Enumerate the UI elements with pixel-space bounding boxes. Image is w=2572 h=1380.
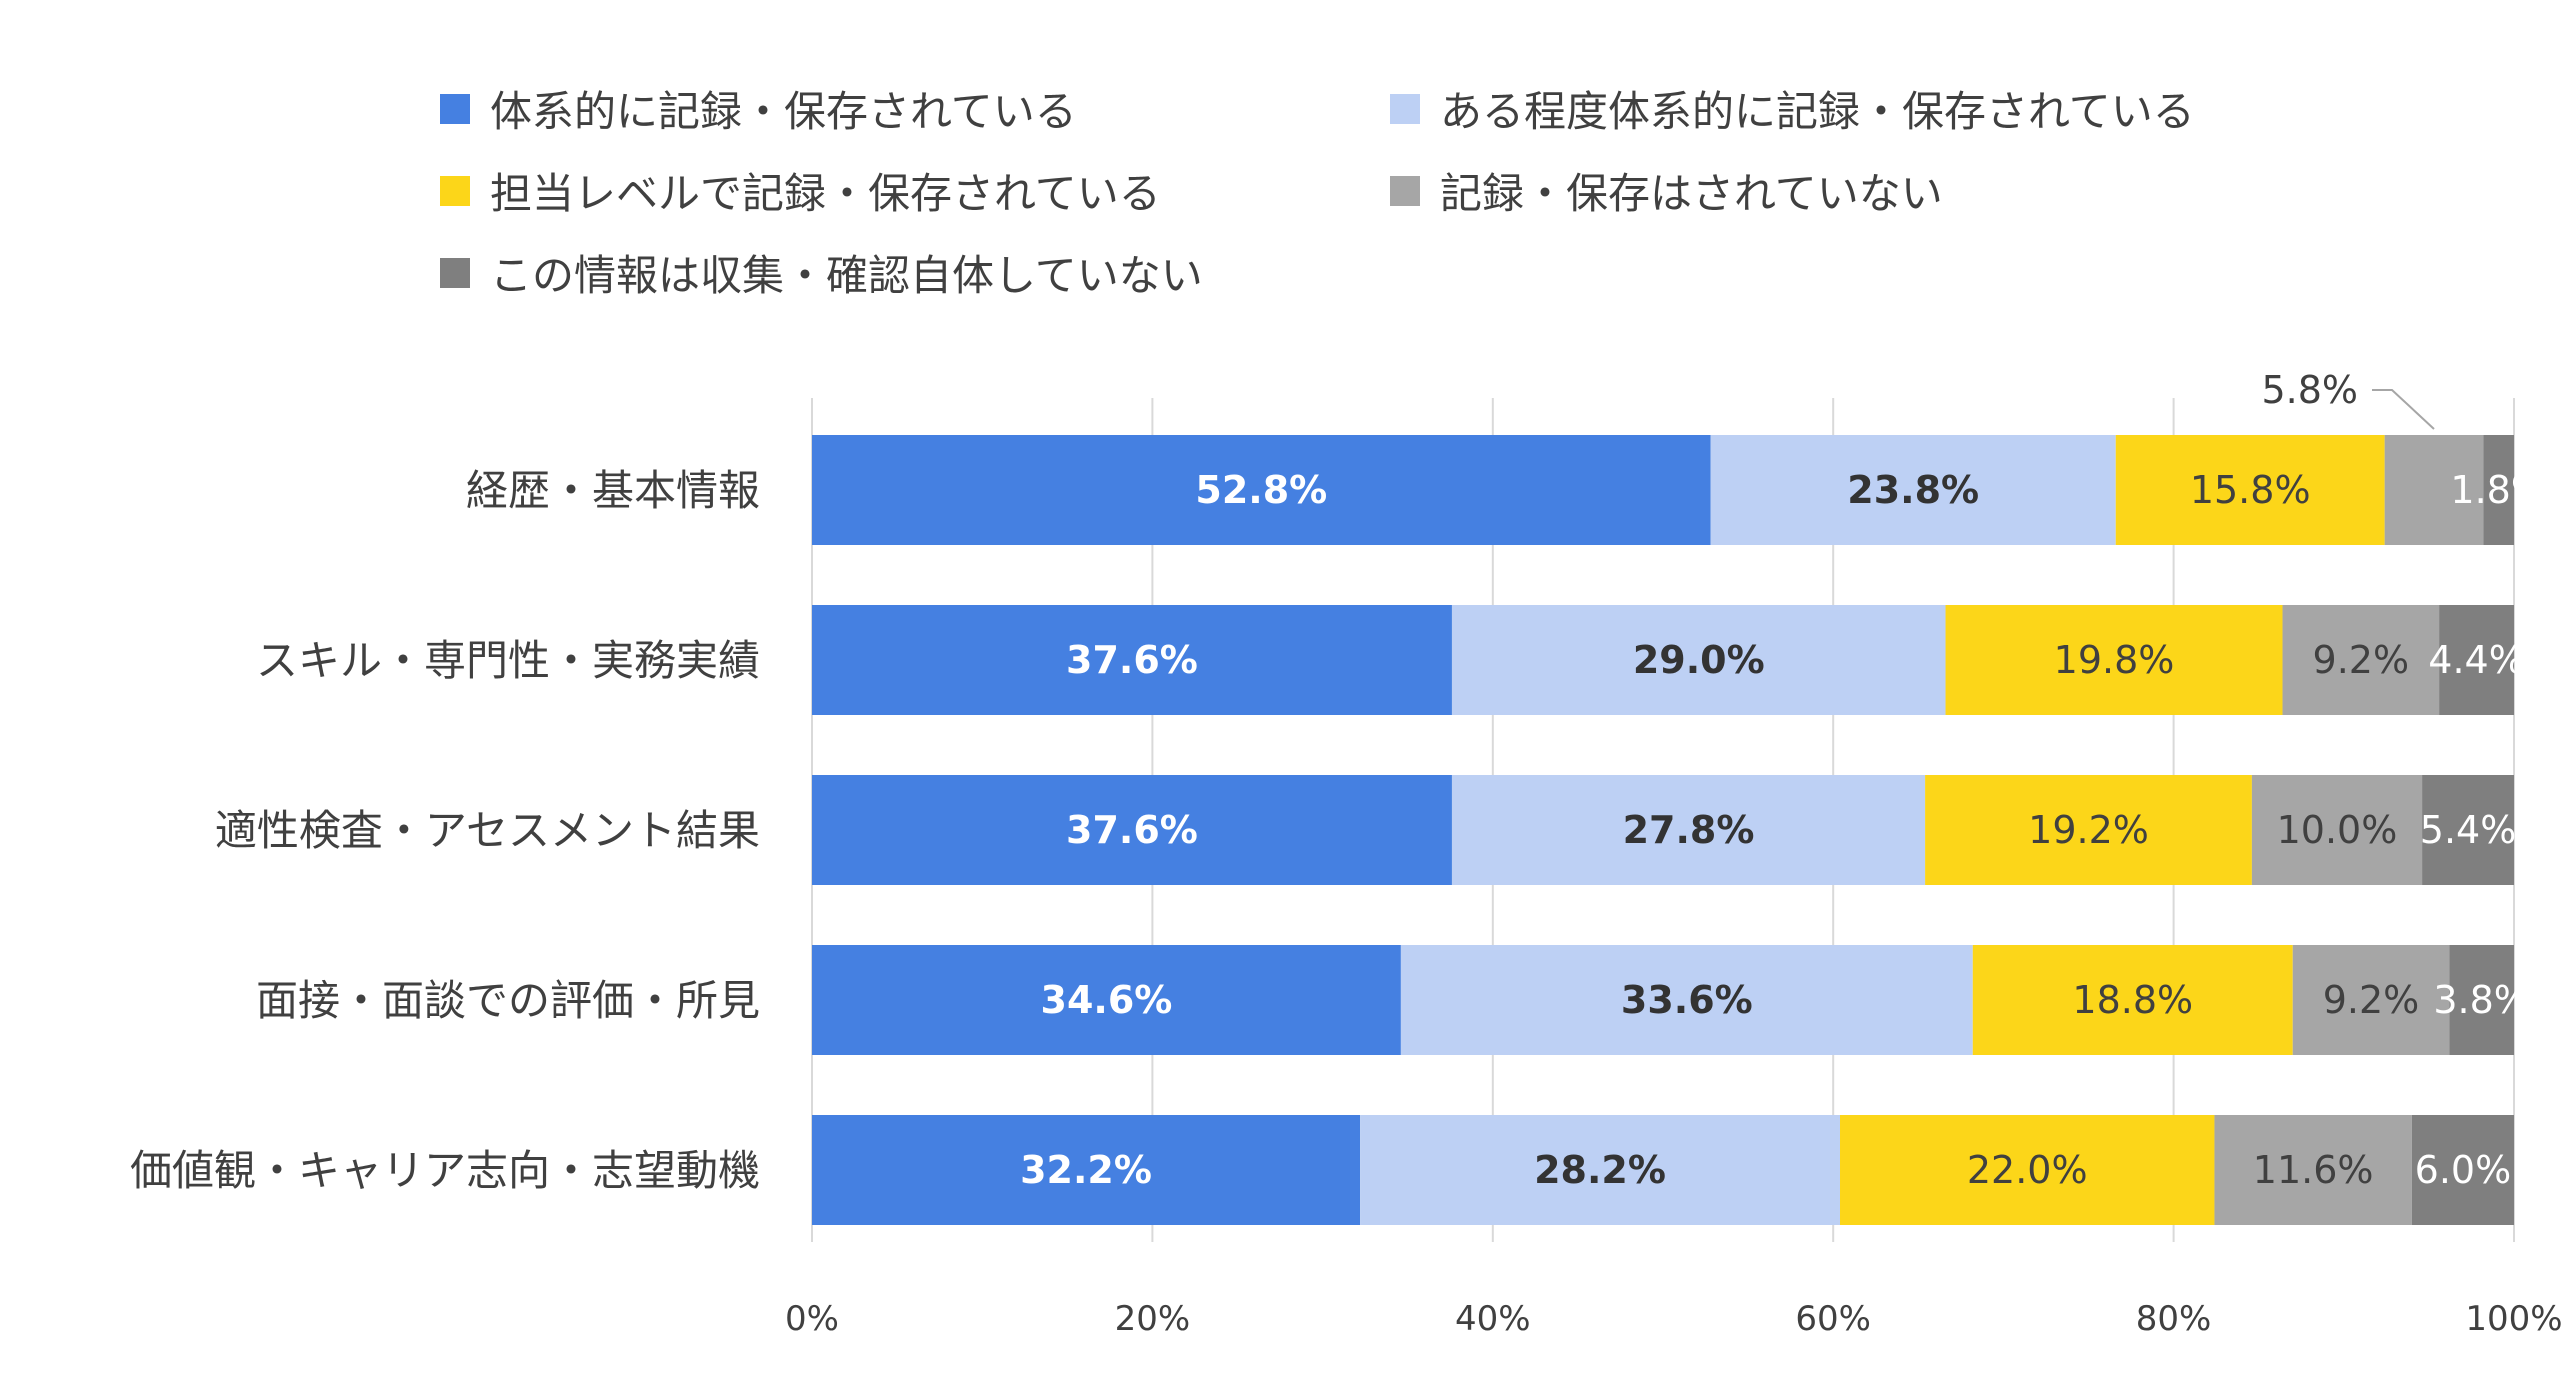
bar-segment <box>2422 775 2514 885</box>
legend-item: 体系的に記録・保存されている <box>440 78 1077 139</box>
data-label: 1.8% <box>2450 468 2547 512</box>
bar-segment <box>2292 945 2450 1055</box>
data-label: 9.2% <box>2313 638 2410 682</box>
legend-item: この情報は収集・確認自体していない <box>440 242 1203 303</box>
legend-swatch <box>440 93 470 124</box>
bar-segment <box>2251 775 2423 885</box>
data-label: 6.0% <box>2415 1148 2512 1192</box>
data-label: 52.8% <box>1195 468 1327 512</box>
legend-swatch <box>440 257 470 288</box>
category-label: 面接・面談での評価・所見 <box>256 976 760 1025</box>
legend-label: この情報は収集・確認自体していない <box>490 251 1203 300</box>
legend-item: 記録・保存はされていない <box>1390 160 1943 221</box>
data-label: 19.2% <box>2028 808 2149 852</box>
bar-segment <box>1925 775 2252 885</box>
bar-segment <box>1400 945 1973 1055</box>
bar-segment <box>2483 435 2514 545</box>
data-label: 15.8% <box>2190 468 2311 512</box>
data-label: 32.2% <box>1020 1148 1152 1192</box>
legend-label: 体系的に記録・保存されている <box>490 87 1077 136</box>
bar-segment <box>1710 435 2116 545</box>
x-tick-label: 100% <box>2465 1299 2562 1339</box>
x-tick-label: 0% <box>785 1299 839 1339</box>
legend-item: ある程度体系的に記録・保存されている <box>1390 78 2195 139</box>
data-label: 22.0% <box>1967 1148 2088 1192</box>
legend-label: 記録・保存はされていない <box>1440 169 1943 218</box>
category-label: 経歴・基本情報 <box>466 466 760 515</box>
data-label: 4.4% <box>2428 638 2525 682</box>
x-tick-label: 60% <box>1795 1299 1871 1339</box>
data-label: 11.6% <box>2253 1148 2374 1192</box>
bar-segment <box>812 1115 1361 1225</box>
bar-segment <box>1840 1115 2215 1225</box>
bar-segment <box>812 775 1452 885</box>
bar-segment <box>812 435 1711 545</box>
legend-swatch <box>440 175 470 206</box>
x-tick-label: 40% <box>1455 1299 1531 1339</box>
data-label: 34.6% <box>1041 978 1173 1022</box>
bar-segment <box>2411 1115 2514 1225</box>
data-label: 28.2% <box>1534 1148 1666 1192</box>
bar-segment <box>1945 605 2283 715</box>
data-label: 9.2% <box>2323 978 2420 1022</box>
bar-segment <box>2439 605 2514 715</box>
bar-segment <box>1451 775 1926 885</box>
data-label: 5.8% <box>2261 368 2358 412</box>
bar-segment <box>2282 605 2440 715</box>
data-label: 5.4% <box>2420 808 2517 852</box>
bar-segment <box>2115 435 2385 545</box>
x-tick-label: 80% <box>2136 1299 2212 1339</box>
callout-leader-line <box>2372 389 2435 430</box>
data-label: 23.8% <box>1847 468 1979 512</box>
bar-segment <box>2384 435 2484 545</box>
data-label: 33.6% <box>1621 978 1753 1022</box>
legend-label: 担当レベルで記録・保存されている <box>490 169 1161 218</box>
data-label: 10.0% <box>2277 808 2398 852</box>
legend-swatch <box>1390 93 1420 124</box>
data-label: 3.8% <box>2433 978 2530 1022</box>
legend-label: ある程度体系的に記録・保存されている <box>1440 87 2195 136</box>
data-label: 27.8% <box>1623 808 1755 852</box>
data-label: 18.8% <box>2072 978 2193 1022</box>
bar-segment <box>1360 1115 1841 1225</box>
category-label: 価値観・キャリア志向・志望動機 <box>130 1146 760 1195</box>
legend-swatch <box>1390 175 1420 206</box>
data-label: 29.0% <box>1633 638 1765 682</box>
category-label: 適性検査・アセスメント結果 <box>215 806 760 855</box>
bar-segment <box>2449 945 2514 1055</box>
x-tick-label: 20% <box>1115 1299 1191 1339</box>
data-label: 37.6% <box>1066 638 1198 682</box>
legend-item: 担当レベルで記録・保存されている <box>440 160 1161 221</box>
bar-segment <box>2214 1115 2412 1225</box>
bar-segment <box>1972 945 2293 1055</box>
bar-segment <box>812 945 1401 1055</box>
bar-segment <box>812 605 1452 715</box>
data-label: 19.8% <box>2054 638 2175 682</box>
data-label: 37.6% <box>1066 808 1198 852</box>
category-label: スキル・専門性・実務実績 <box>256 636 760 685</box>
bar-segment <box>1451 605 1946 715</box>
